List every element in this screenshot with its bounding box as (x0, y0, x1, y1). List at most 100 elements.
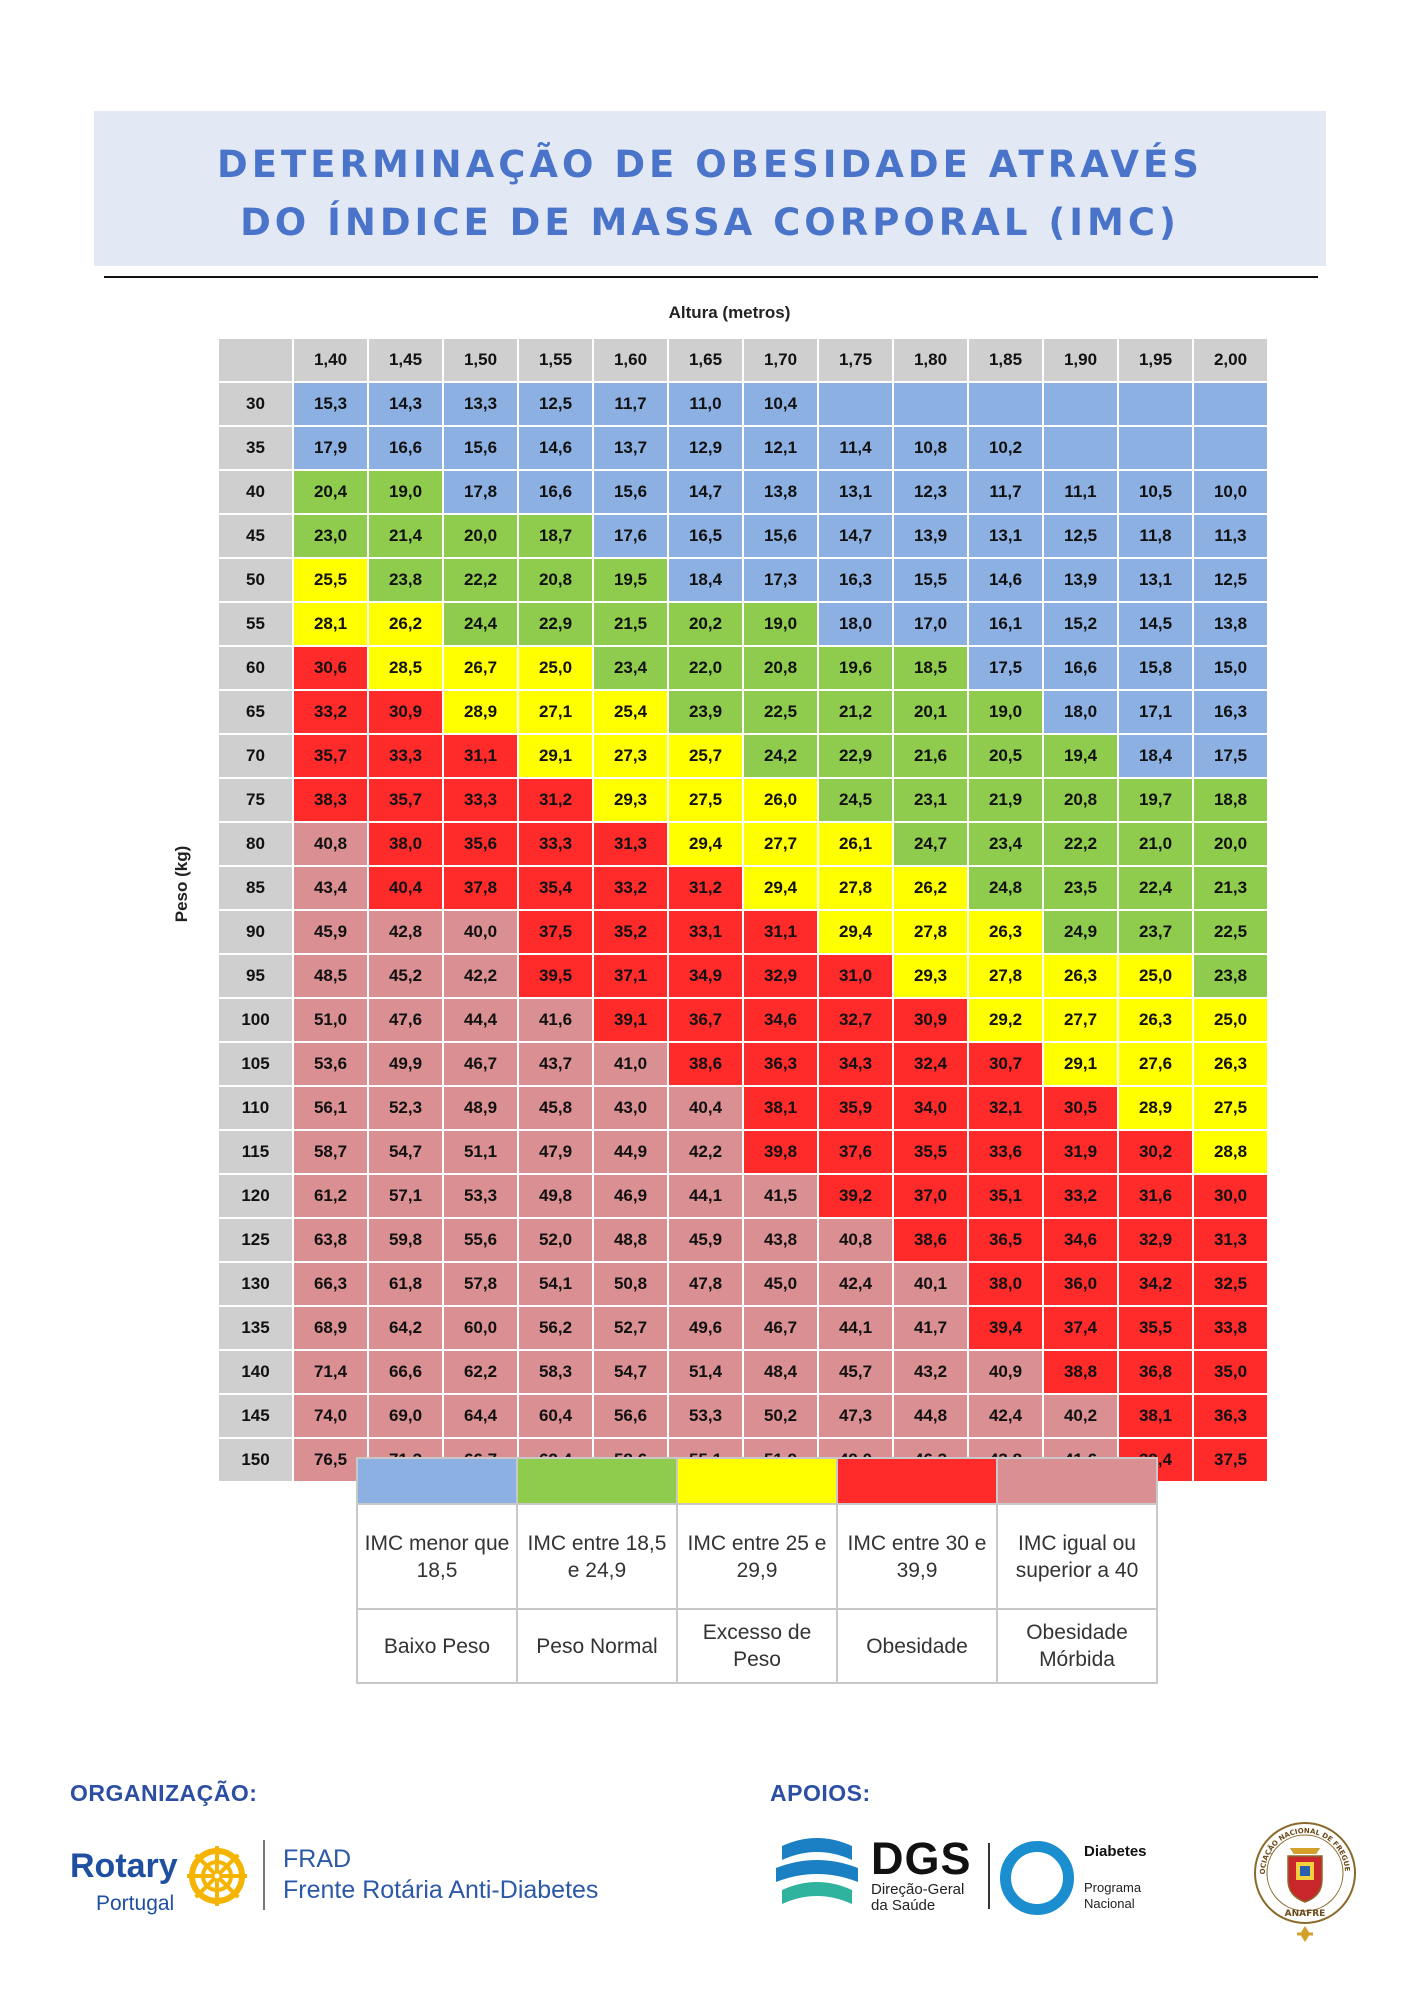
bmi-cell: 27,8 (817, 865, 894, 911)
bmi-cell: 30,7 (967, 1041, 1044, 1087)
bmi-cell (1117, 425, 1194, 471)
bmi-cell: 40,1 (892, 1261, 969, 1307)
diabetes-ring-icon (1000, 1841, 1074, 1915)
bmi-cell: 31,2 (517, 777, 594, 823)
bmi-cell: 42,8 (367, 909, 444, 955)
bmi-cell: 20,1 (892, 689, 969, 735)
bmi-cell: 41,5 (742, 1173, 819, 1219)
table-row: 115 58,7 54,7 51,1 47,9 44,9 42,2 39,8 37,6 35,5 3… (217, 1129, 1269, 1175)
bmi-cell: 10,4 (742, 381, 819, 427)
weight-header: 95 (217, 953, 294, 999)
legend-range-row: IMC menor que 18,5 IMC entre 18,5 e 24,9 I… (356, 1503, 1158, 1610)
weight-header: 105 (217, 1041, 294, 1087)
height-header: 1,60 (592, 337, 669, 383)
bmi-cell: 35,9 (817, 1085, 894, 1131)
bmi-cell: 51,4 (667, 1349, 744, 1395)
bmi-cell: 42,4 (817, 1261, 894, 1307)
bmi-cell: 28,9 (1117, 1085, 1194, 1131)
bmi-cell: 62,2 (442, 1349, 519, 1395)
diabetes-logo-title: Diabetes (1084, 1843, 1147, 1860)
bmi-cell: 19,0 (367, 469, 444, 515)
bmi-cell (1117, 381, 1194, 427)
bmi-cell: 20,0 (442, 513, 519, 559)
bmi-cell: 43,7 (517, 1041, 594, 1087)
bmi-cell: 16,6 (367, 425, 444, 471)
table-row: 70 35,7 33,3 31,1 29,1 27,3 25,7 24,2 22,9 21,6 20… (217, 733, 1269, 779)
bmi-cell: 32,4 (892, 1041, 969, 1087)
bmi-cell: 18,0 (817, 601, 894, 647)
bmi-cell: 19,4 (1042, 733, 1119, 779)
bmi-cell: 32,5 (1192, 1261, 1269, 1307)
bmi-cell: 51,1 (442, 1129, 519, 1175)
bmi-table-body: 30 15,3 14,3 13,3 12,5 11,7 11,0 10,4 35 17,9 16,6… (217, 381, 1269, 1483)
legend-range-text: IMC entre 25 e 29,9 (676, 1503, 838, 1610)
bmi-cell: 54,1 (517, 1261, 594, 1307)
dgs-subtitle-line-1: Direção-Geral (871, 1881, 965, 1898)
bmi-cell: 36,7 (667, 997, 744, 1043)
bmi-cell: 47,6 (367, 997, 444, 1043)
bmi-cell: 52,3 (367, 1085, 444, 1131)
weight-header: 125 (217, 1217, 294, 1263)
bmi-cell: 35,0 (1192, 1349, 1269, 1395)
bmi-cell: 11,0 (667, 381, 744, 427)
bmi-cell: 16,6 (1042, 645, 1119, 691)
bmi-cell: 46,7 (742, 1305, 819, 1351)
legend-range-text: IMC menor que 18,5 (356, 1503, 518, 1610)
legend-swatch (996, 1457, 1158, 1505)
bmi-cell: 34,6 (742, 997, 819, 1043)
bmi-cell: 48,5 (292, 953, 369, 999)
bmi-cell: 24,4 (442, 601, 519, 647)
bmi-cell: 44,1 (667, 1173, 744, 1219)
bmi-cell: 25,4 (592, 689, 669, 735)
anafre-name: ANAFRE (1285, 1909, 1326, 1919)
bmi-cell: 27,5 (667, 777, 744, 823)
weight-header: 70 (217, 733, 294, 779)
bmi-cell: 15,6 (592, 469, 669, 515)
bmi-cell: 26,2 (892, 865, 969, 911)
legend-swatch-row (356, 1457, 1158, 1505)
bmi-cell: 34,3 (817, 1041, 894, 1087)
bmi-cell: 31,9 (1042, 1129, 1119, 1175)
bmi-cell: 18,8 (1192, 777, 1269, 823)
table-row: 30 15,3 14,3 13,3 12,5 11,7 11,0 10,4 (217, 381, 1269, 427)
bmi-cell: 56,2 (517, 1305, 594, 1351)
bmi-cell: 23,1 (892, 777, 969, 823)
bmi-cell: 20,5 (967, 733, 1044, 779)
table-row: 80 40,8 38,0 35,6 33,3 31,3 29,4 27,7 26,1 24,7 23… (217, 821, 1269, 867)
weight-header: 50 (217, 557, 294, 603)
bmi-cell: 21,4 (367, 513, 444, 559)
bmi-cell: 45,7 (817, 1349, 894, 1395)
bmi-cell: 24,9 (1042, 909, 1119, 955)
bmi-cell: 35,5 (1117, 1305, 1194, 1351)
bmi-cell: 26,3 (1192, 1041, 1269, 1087)
bmi-cell: 43,4 (292, 865, 369, 911)
weight-header: 90 (217, 909, 294, 955)
bmi-cell: 11,7 (967, 469, 1044, 515)
height-header: 2,00 (1192, 337, 1269, 383)
bmi-cell: 13,8 (742, 469, 819, 515)
bmi-cell: 39,1 (592, 997, 669, 1043)
bmi-cell: 51,0 (292, 997, 369, 1043)
table-row: 120 61,2 57,1 53,3 49,8 46,9 44,1 41,5 39,2 37,0 3… (217, 1173, 1269, 1219)
bmi-cell: 23,8 (1192, 953, 1269, 999)
title-divider (104, 276, 1318, 278)
bmi-cell: 57,1 (367, 1173, 444, 1219)
bmi-cell: 38,1 (742, 1085, 819, 1131)
bmi-cell (1192, 381, 1269, 427)
legend-range-text: IMC igual ou superior a 40 (996, 1503, 1158, 1610)
bmi-cell: 32,7 (817, 997, 894, 1043)
table-row: 110 56,1 52,3 48,9 45,8 43,0 40,4 38,1 35,9 34,0 3… (217, 1085, 1269, 1131)
bmi-cell: 16,3 (1192, 689, 1269, 735)
bmi-cell: 39,4 (967, 1305, 1044, 1351)
bmi-cell: 39,2 (817, 1173, 894, 1219)
bmi-cell: 22,2 (442, 557, 519, 603)
bmi-cell: 43,0 (592, 1085, 669, 1131)
bmi-cell: 64,4 (442, 1393, 519, 1439)
bmi-cell: 17,5 (967, 645, 1044, 691)
bmi-cell: 35,7 (292, 733, 369, 779)
table-row: 60 30,6 28,5 26,7 25,0 23,4 22,0 20,8 19,6 18,5 17… (217, 645, 1269, 691)
bmi-cell: 37,1 (592, 953, 669, 999)
bmi-cell: 27,7 (742, 821, 819, 867)
bmi-cell: 15,2 (1042, 601, 1119, 647)
height-header: 1,65 (667, 337, 744, 383)
